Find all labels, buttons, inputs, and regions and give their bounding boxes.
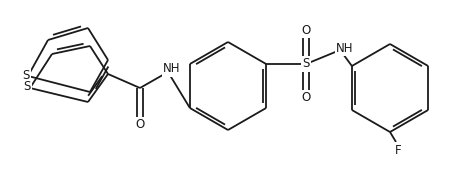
Text: O: O bbox=[301, 92, 310, 105]
Text: NH: NH bbox=[336, 42, 353, 55]
Text: S: S bbox=[302, 58, 309, 71]
Text: O: O bbox=[301, 24, 310, 36]
Text: NH: NH bbox=[163, 62, 180, 76]
Text: S: S bbox=[23, 80, 30, 93]
Text: F: F bbox=[394, 143, 400, 156]
Text: S: S bbox=[22, 70, 30, 83]
Text: O: O bbox=[135, 118, 144, 131]
